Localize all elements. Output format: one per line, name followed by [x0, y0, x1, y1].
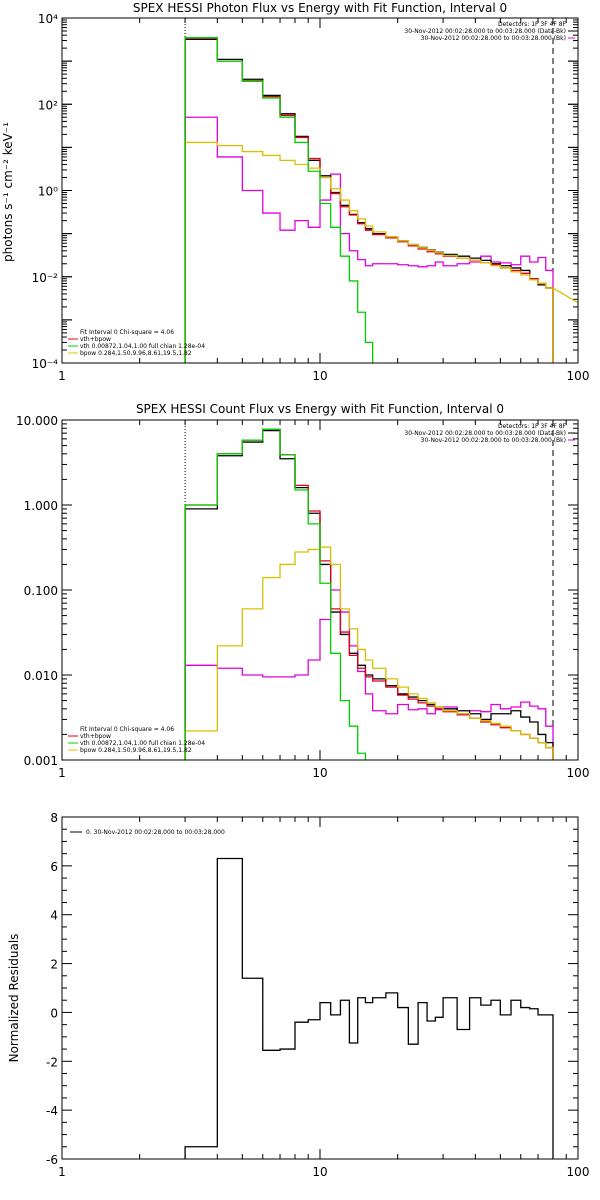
x-tick-label: 10 [312, 369, 327, 383]
series-bk [184, 116, 554, 363]
y-tick-label: 1.000 [24, 499, 58, 513]
count-flux-frame [61, 419, 579, 761]
series-total [184, 38, 554, 363]
legend-entry: vth 0.00872,1.04,1.00 full chian 1.28e-0… [80, 740, 205, 747]
x-tick-label: 1 [58, 369, 66, 383]
legend-entry: vth+bpow [80, 733, 111, 740]
count-flux-plot-area: 1 10 100 0.001 0.010 0.100 1.000 10.000 Detector… [16, 414, 590, 780]
legend-entry: vth+bpow [80, 336, 111, 343]
legend-entry: 0. 30-Nov-2012 00:02:28.000 to 00:03:28.… [86, 829, 225, 836]
y-tick-label: 8 [50, 811, 58, 825]
legend-entry: bpow 0.284,1.50,9.96,8.61,19.5,1.82 [80, 747, 192, 754]
y-tick-label: 0.010 [24, 669, 58, 683]
photon-flux-title: SPEX HESSI Photon Flux vs Energy with Fi… [133, 1, 507, 15]
series-vth-bpow [184, 37, 554, 363]
x-tick-label: 10 [312, 766, 327, 780]
legend-entry: 30-Nov-2012 00:02:28.000 to 00:03:28.000… [404, 28, 566, 35]
legend-entry: Fit Interval 0 Chi-square = 4.06 [80, 329, 174, 336]
residuals-plot-area: 1 10 100 -6 -4 -2 0 2 4 6 8 0. 30-Nov-2012 00:02:28… [46, 811, 589, 1179]
y-tick-label: 10⁻² [32, 271, 59, 285]
series-bpow-extension [552, 287, 578, 304]
count-flux-panel: SPEX HESSI Count Flux vs Energy with Fit… [16, 402, 590, 780]
x-tick-label: 100 [567, 1165, 590, 1179]
x-tick-label: 1 [58, 1165, 66, 1179]
legend-entry: Detectors: 1F 3F 4F 8F [498, 423, 567, 430]
legend-entry: Detectors: 1F 3F 4F 8F [498, 21, 567, 28]
series-bk [184, 589, 554, 760]
photon-flux-ylabel: photons s⁻¹ cm⁻² keV⁻¹ [1, 122, 15, 262]
y-tick-label: 10² [38, 98, 58, 112]
legend-entry: 30-Nov-2012 00:02:28.000 to 00:03:28.000… [421, 437, 566, 444]
photon-flux-panel: SPEX HESSI Photon Flux vs Energy with Fi… [1, 1, 590, 383]
y-tick-label: 10⁻⁴ [32, 357, 59, 371]
count-flux-title: SPEX HESSI Count Flux vs Energy with Fit… [136, 402, 504, 416]
photon-flux-plot-area: 1 10 100 10⁻⁴ 10⁻² 10⁰ 10² 10⁴ Detectors: 1F 3F … [32, 12, 590, 383]
series-vth-bpow [184, 428, 554, 760]
y-tick-label: -6 [46, 1153, 58, 1167]
x-tick-label: 1 [58, 766, 66, 780]
y-tick-label: 4 [50, 909, 58, 923]
residuals-frame [61, 816, 579, 1160]
legend-entry: bpow 0.284,1.50,9.96,8.61,19.5,1.82 [80, 350, 192, 357]
y-tick-label: 0.100 [24, 584, 58, 598]
y-tick-label: 10.000 [16, 414, 58, 428]
y-tick-label: 0.001 [24, 754, 58, 768]
y-tick-label: -2 [46, 1055, 58, 1069]
y-tick-label: 10⁰ [38, 185, 58, 199]
series-vth [184, 428, 367, 760]
x-tick-label: 100 [567, 766, 590, 780]
y-tick-label: 0 [50, 1006, 58, 1020]
y-tick-label: 10⁴ [38, 12, 58, 26]
x-tick-label: 100 [567, 369, 590, 383]
legend-entry: vth 0.00872,1.04,1.00 full chian 1.28e-0… [80, 343, 205, 350]
y-tick-label: -4 [46, 1104, 58, 1118]
residuals-panel: Normalized Residuals 1 10 100 -6 -4 -2 0 2 4 6 8 0.… [7, 811, 589, 1179]
legend-entry: 30-Nov-2012 00:02:28.000 to 00:03:28.000… [404, 430, 566, 437]
y-tick-label: 2 [50, 958, 58, 972]
x-tick-label: 10 [312, 1165, 327, 1179]
series-vth [184, 37, 374, 363]
legend-entry: 30-Nov-2012 00:02:28.000 to 00:03:28.000… [421, 35, 566, 42]
series-0-30-nov-2012-00-02-28-000-to-00-03-28-000 [184, 857, 554, 1159]
series-bpow [184, 141, 554, 363]
photon-flux-frame [61, 17, 579, 364]
residuals-ylabel: Normalized Residuals [7, 934, 21, 1063]
legend-entry: Fit Interval 0 Chi-square = 4.06 [80, 726, 174, 733]
y-tick-label: 6 [50, 860, 58, 874]
series-total [184, 429, 554, 760]
series-bpow [184, 546, 554, 760]
